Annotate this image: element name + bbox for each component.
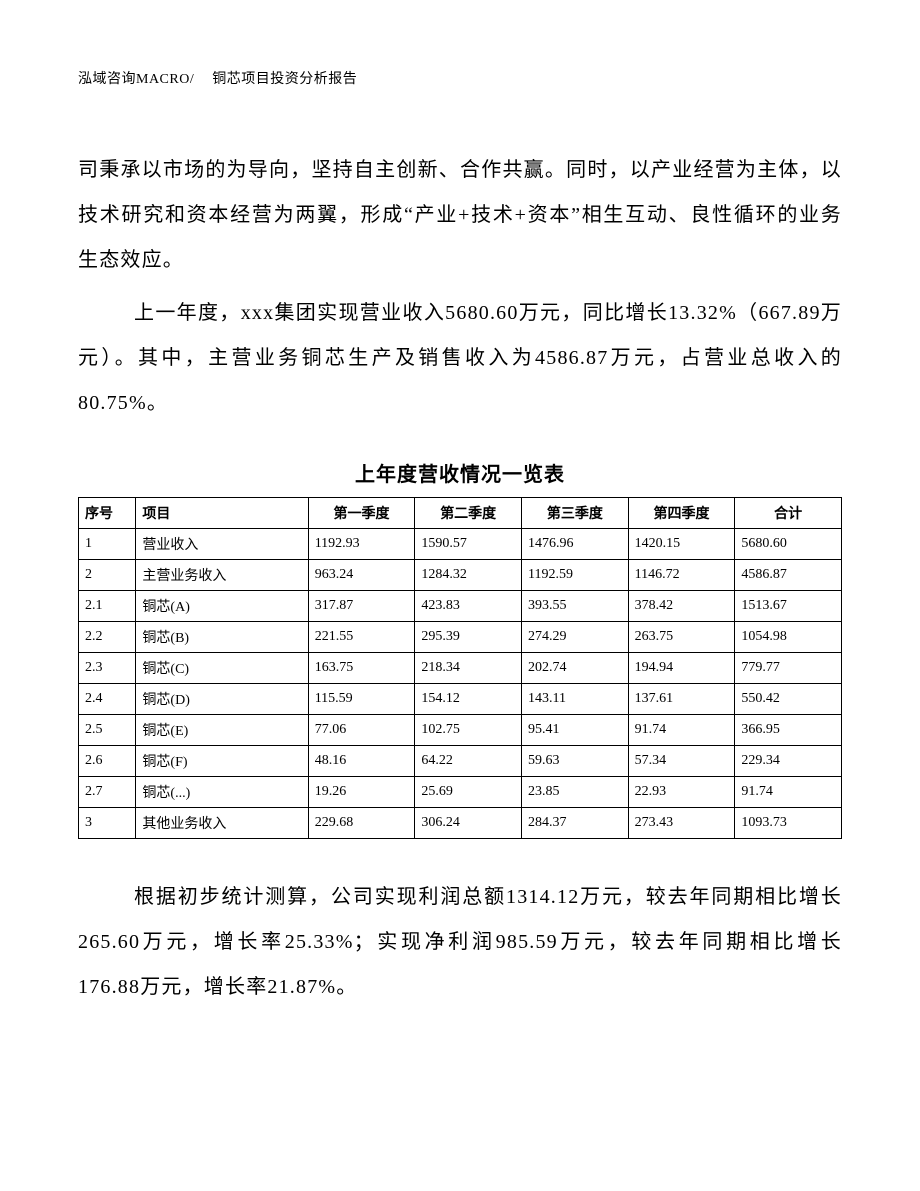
cell: 229.34	[735, 746, 842, 777]
cell: 主营业务收入	[136, 560, 308, 591]
company-name: 泓域咨询MACRO/	[78, 72, 194, 87]
cell: 102.75	[415, 715, 522, 746]
cell: 91.74	[628, 715, 735, 746]
cell: 48.16	[308, 746, 415, 777]
cell: 284.37	[522, 808, 629, 839]
table-row: 2.6 铜芯(F) 48.16 64.22 59.63 57.34 229.34	[79, 746, 842, 777]
col-q1: 第一季度	[308, 498, 415, 529]
cell: 1420.15	[628, 529, 735, 560]
table-row: 3 其他业务收入 229.68 306.24 284.37 273.43 109…	[79, 808, 842, 839]
paragraph-2: 上一年度，xxx集团实现营业收入5680.60万元，同比增长13.32%（667…	[78, 291, 842, 426]
cell: 1192.59	[522, 560, 629, 591]
cell: 218.34	[415, 653, 522, 684]
page-header: 泓域咨询MACRO/ 铜芯项目投资分析报告	[78, 68, 842, 88]
cell: 779.77	[735, 653, 842, 684]
col-item: 项目	[136, 498, 308, 529]
cell: 202.74	[522, 653, 629, 684]
cell: 铜芯(C)	[136, 653, 308, 684]
table-row: 1 营业收入 1192.93 1590.57 1476.96 1420.15 5…	[79, 529, 842, 560]
table-row: 2.7 铜芯(...) 19.26 25.69 23.85 22.93 91.7…	[79, 777, 842, 808]
cell: 295.39	[415, 622, 522, 653]
cell: 2.6	[79, 746, 136, 777]
table-row: 2.2 铜芯(B) 221.55 295.39 274.29 263.75 10…	[79, 622, 842, 653]
col-seq: 序号	[79, 498, 136, 529]
cell: 铜芯(E)	[136, 715, 308, 746]
cell: 59.63	[522, 746, 629, 777]
table-row: 2.5 铜芯(E) 77.06 102.75 95.41 91.74 366.9…	[79, 715, 842, 746]
cell: 2.3	[79, 653, 136, 684]
cell: 铜芯(...)	[136, 777, 308, 808]
cell: 1192.93	[308, 529, 415, 560]
cell: 263.75	[628, 622, 735, 653]
paragraph-3: 根据初步统计测算，公司实现利润总额1314.12万元，较去年同期相比增长265.…	[78, 875, 842, 1010]
cell: 1146.72	[628, 560, 735, 591]
col-q4: 第四季度	[628, 498, 735, 529]
cell: 95.41	[522, 715, 629, 746]
table-header-row: 序号 项目 第一季度 第二季度 第三季度 第四季度 合计	[79, 498, 842, 529]
cell: 1054.98	[735, 622, 842, 653]
cell: 23.85	[522, 777, 629, 808]
cell: 963.24	[308, 560, 415, 591]
cell: 2.2	[79, 622, 136, 653]
cell: 2.7	[79, 777, 136, 808]
cell: 274.29	[522, 622, 629, 653]
cell: 2.5	[79, 715, 136, 746]
cell: 229.68	[308, 808, 415, 839]
cell: 2.1	[79, 591, 136, 622]
col-total: 合计	[735, 498, 842, 529]
cell: 1	[79, 529, 136, 560]
table-row: 2.4 铜芯(D) 115.59 154.12 143.11 137.61 55…	[79, 684, 842, 715]
cell: 2	[79, 560, 136, 591]
cell: 137.61	[628, 684, 735, 715]
cell: 115.59	[308, 684, 415, 715]
paragraph-1: 司秉承以市场的为导向，坚持自主创新、合作共赢。同时，以产业经营为主体，以技术研究…	[78, 148, 842, 283]
cell: 194.94	[628, 653, 735, 684]
cell: 423.83	[415, 591, 522, 622]
cell: 366.95	[735, 715, 842, 746]
cell: 2.4	[79, 684, 136, 715]
table-body: 1 营业收入 1192.93 1590.57 1476.96 1420.15 5…	[79, 529, 842, 839]
cell: 393.55	[522, 591, 629, 622]
cell: 1513.67	[735, 591, 842, 622]
cell: 5680.60	[735, 529, 842, 560]
cell: 22.93	[628, 777, 735, 808]
cell: 91.74	[735, 777, 842, 808]
cell: 3	[79, 808, 136, 839]
cell: 铜芯(D)	[136, 684, 308, 715]
col-q2: 第二季度	[415, 498, 522, 529]
cell: 273.43	[628, 808, 735, 839]
table-row: 2.3 铜芯(C) 163.75 218.34 202.74 194.94 77…	[79, 653, 842, 684]
doc-title: 铜芯项目投资分析报告	[212, 72, 357, 87]
cell: 19.26	[308, 777, 415, 808]
cell: 1590.57	[415, 529, 522, 560]
cell: 其他业务收入	[136, 808, 308, 839]
cell: 64.22	[415, 746, 522, 777]
cell: 550.42	[735, 684, 842, 715]
cell: 163.75	[308, 653, 415, 684]
table-title: 上年度营收情况一览表	[78, 458, 842, 487]
cell: 1093.73	[735, 808, 842, 839]
cell: 4586.87	[735, 560, 842, 591]
cell: 57.34	[628, 746, 735, 777]
cell: 铜芯(F)	[136, 746, 308, 777]
cell: 25.69	[415, 777, 522, 808]
col-q3: 第三季度	[522, 498, 629, 529]
cell: 378.42	[628, 591, 735, 622]
cell: 221.55	[308, 622, 415, 653]
revenue-table: 序号 项目 第一季度 第二季度 第三季度 第四季度 合计 1 营业收入 1192…	[78, 497, 842, 839]
cell: 154.12	[415, 684, 522, 715]
cell: 1476.96	[522, 529, 629, 560]
cell: 营业收入	[136, 529, 308, 560]
table-row: 2 主营业务收入 963.24 1284.32 1192.59 1146.72 …	[79, 560, 842, 591]
cell: 1284.32	[415, 560, 522, 591]
cell: 306.24	[415, 808, 522, 839]
cell: 77.06	[308, 715, 415, 746]
table-row: 2.1 铜芯(A) 317.87 423.83 393.55 378.42 15…	[79, 591, 842, 622]
cell: 143.11	[522, 684, 629, 715]
cell: 317.87	[308, 591, 415, 622]
cell: 铜芯(A)	[136, 591, 308, 622]
cell: 铜芯(B)	[136, 622, 308, 653]
